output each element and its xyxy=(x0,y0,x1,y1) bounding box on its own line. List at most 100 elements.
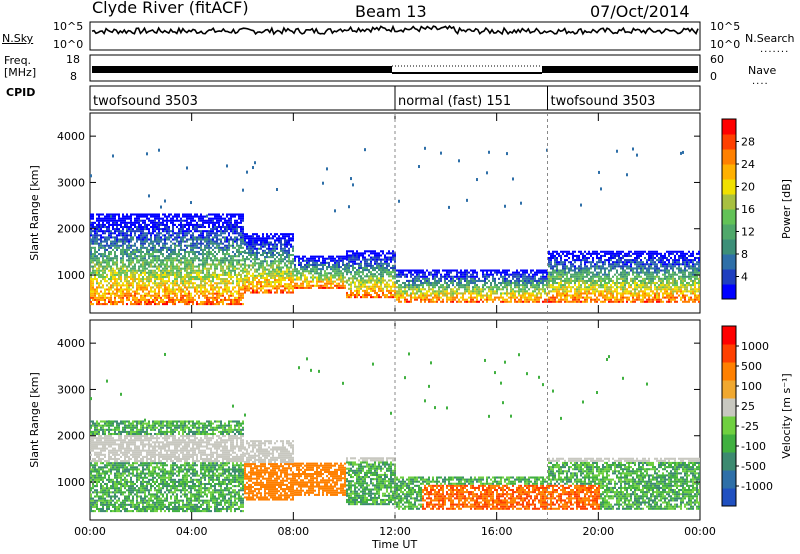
scatter-cell xyxy=(158,221,160,224)
scatter-cell xyxy=(518,271,520,274)
scatter-cell xyxy=(438,286,440,289)
scatter-cell xyxy=(374,256,376,259)
scatter-cell xyxy=(554,281,556,285)
scatter-cell xyxy=(158,257,160,260)
scatter-cell xyxy=(204,225,206,229)
scatter-cell xyxy=(174,215,176,218)
scatter-cell xyxy=(260,239,262,242)
scatter-cell xyxy=(262,235,264,238)
scatter-cell xyxy=(486,273,488,276)
scatter-cell xyxy=(246,245,248,248)
scatter-cell xyxy=(134,269,136,272)
scatter-cell xyxy=(100,296,102,299)
scatter-cell xyxy=(156,284,158,287)
scatter-cell xyxy=(456,284,458,287)
scatter-cell xyxy=(446,290,448,293)
scatter-cell xyxy=(480,294,482,297)
scatter-cell xyxy=(100,238,102,241)
scatter-cell xyxy=(226,215,228,218)
scatter-cell xyxy=(182,228,184,231)
scatter-cell xyxy=(272,274,274,277)
scatter-cell xyxy=(384,294,386,297)
scatter-cell xyxy=(126,215,128,218)
scatter-cell xyxy=(508,275,510,278)
scatter-cell xyxy=(140,240,142,243)
scatter-cell xyxy=(506,271,508,274)
scatter-cell xyxy=(138,228,140,231)
scatter-cell xyxy=(224,232,226,235)
scatter-cell xyxy=(150,263,152,266)
scatter-cell xyxy=(552,275,554,278)
scatter-cell xyxy=(228,234,230,237)
scatter-cell xyxy=(292,233,294,236)
scatter-cell xyxy=(396,275,398,278)
scatter-cell xyxy=(146,298,148,301)
scatter-cell xyxy=(194,244,196,247)
scatter-cell xyxy=(116,284,118,287)
scatter-cell xyxy=(214,265,216,268)
scatter-cell xyxy=(474,288,476,291)
scatter-cell xyxy=(188,284,190,287)
scatter-cell xyxy=(506,286,508,289)
scatter-cell xyxy=(300,268,302,271)
scatter-cell xyxy=(354,260,356,263)
scatter-cell xyxy=(122,248,124,251)
scatter-cell xyxy=(154,230,156,233)
scatter-cell xyxy=(96,255,98,258)
scatter-cell xyxy=(250,253,252,257)
scatter-cell xyxy=(114,275,116,279)
scatter-cell xyxy=(92,246,94,249)
scatter-cell xyxy=(112,215,114,218)
scatter-cell xyxy=(164,288,166,291)
scatter-cell xyxy=(170,221,172,224)
scatter-cell xyxy=(98,257,100,260)
scatter-cell xyxy=(220,282,222,285)
scatter-cell xyxy=(298,259,300,262)
scatter-cell xyxy=(122,284,124,287)
scatter-cell xyxy=(134,303,136,306)
scatter-cell xyxy=(126,275,128,279)
scatter-cell xyxy=(496,290,498,293)
scatter-cell xyxy=(320,261,322,264)
scatter-cell xyxy=(270,285,272,288)
scatter-cell xyxy=(554,256,556,260)
scatter-cell xyxy=(332,259,334,262)
scatter-cell xyxy=(532,269,534,272)
scatter-cell xyxy=(524,286,526,289)
scatter-cell xyxy=(202,292,204,295)
scatter-cell xyxy=(96,238,98,241)
scatter-cell xyxy=(434,290,436,293)
scatter-cell xyxy=(284,245,286,248)
scatter-cell xyxy=(366,262,368,265)
scatter-cell xyxy=(140,265,142,268)
scatter-cell xyxy=(350,289,352,292)
scatter-cell xyxy=(176,253,178,256)
scatter-cell xyxy=(366,281,368,284)
scatter-cell xyxy=(222,225,224,229)
scatter-cell xyxy=(552,294,554,297)
scatter-cell xyxy=(368,275,370,278)
scatter-cell xyxy=(104,236,106,239)
scatter-cell xyxy=(562,263,564,266)
scatter-cell xyxy=(274,278,276,282)
scatter-cell xyxy=(286,243,288,246)
scatter-cell xyxy=(280,243,282,246)
scatter-cell xyxy=(568,279,570,282)
scatter-cell xyxy=(240,275,242,279)
scatter-cell xyxy=(400,300,402,303)
scatter-cell xyxy=(468,279,470,282)
freq-bar-2 xyxy=(392,72,542,74)
scatter-cell xyxy=(228,294,230,297)
scatter-cell xyxy=(254,233,256,236)
scatter-cell xyxy=(330,255,332,258)
scatter-cell xyxy=(300,274,302,277)
scatter-cell xyxy=(138,288,140,291)
scatter-cell xyxy=(370,281,372,284)
scatter-cell xyxy=(152,225,154,229)
scatter-cell xyxy=(328,280,330,283)
scatter-cell xyxy=(196,303,198,306)
scatter-cell xyxy=(182,261,184,264)
scatter-cell xyxy=(206,282,208,285)
scatter-cell xyxy=(102,294,104,297)
scatter-cell xyxy=(174,223,176,226)
